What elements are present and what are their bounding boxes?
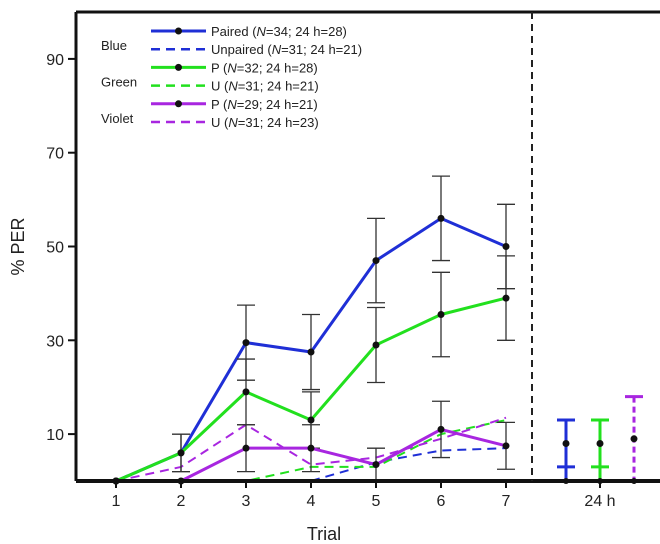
legend-entry: P (N=29; 24 h=21) — [211, 97, 318, 112]
y-tick-label: 70 — [46, 146, 64, 163]
x-tick-label: 2 — [177, 493, 186, 510]
legend-entry: U (N=31; 24 h=21) — [211, 79, 319, 94]
x-tick-label: 4 — [307, 493, 316, 510]
y-axis-label: % PER — [8, 217, 28, 275]
y-tick-label: 10 — [46, 427, 64, 444]
y-tick-label: 30 — [46, 333, 64, 350]
axes: 10 30 50 70 90 1 2 3 4 5 6 7 24 h Trial % PER — [8, 10, 660, 544]
legend-entry: U (N=31; 24 h=23) — [211, 115, 319, 130]
legend: Blue Green Violet Paired (N=34; 24 h=28) Unp… — [101, 24, 362, 130]
x-tick-label-24h: 24 h — [584, 493, 615, 510]
h24-point — [596, 439, 604, 447]
data-point — [242, 444, 250, 452]
h24-point — [562, 439, 570, 447]
x-tick-label: 7 — [502, 493, 511, 510]
x-tick-label: 1 — [112, 493, 121, 510]
x-tick-label: 6 — [437, 493, 446, 510]
data-point — [502, 442, 510, 450]
data-point — [307, 416, 315, 424]
data-point — [502, 243, 510, 250]
data-point — [372, 461, 380, 469]
legend-entry: P (N=32; 24 h=28) — [211, 60, 318, 75]
data-point — [177, 449, 185, 457]
data-point — [437, 311, 445, 319]
data-point — [437, 425, 445, 433]
legend-group-label: Violet — [101, 111, 134, 126]
h24-point — [630, 435, 638, 443]
x-tick-label: 5 — [372, 493, 381, 510]
x-tick-label: 3 — [242, 493, 251, 510]
legend-marker — [175, 27, 182, 35]
x-axis-label: Trial — [307, 524, 341, 544]
legend-marker — [175, 63, 182, 71]
data-point — [307, 348, 315, 356]
data-point — [307, 444, 315, 452]
legend-entry: Paired (N=34; 24 h=28) — [211, 24, 347, 39]
legend-group-label: Blue — [101, 38, 127, 53]
data-point — [437, 214, 445, 222]
legend-entry: Unpaired (N=31; 24 h=21) — [211, 42, 362, 57]
data-point — [502, 294, 510, 302]
data-point — [372, 257, 380, 265]
legend-marker — [175, 100, 182, 108]
y-tick-label: 50 — [46, 240, 64, 257]
data-point — [242, 339, 250, 347]
data-point — [242, 388, 250, 396]
data-layer — [112, 175, 643, 485]
data-point — [372, 341, 380, 349]
y-tick-label: 90 — [46, 52, 64, 69]
legend-group-label: Green — [101, 75, 137, 90]
